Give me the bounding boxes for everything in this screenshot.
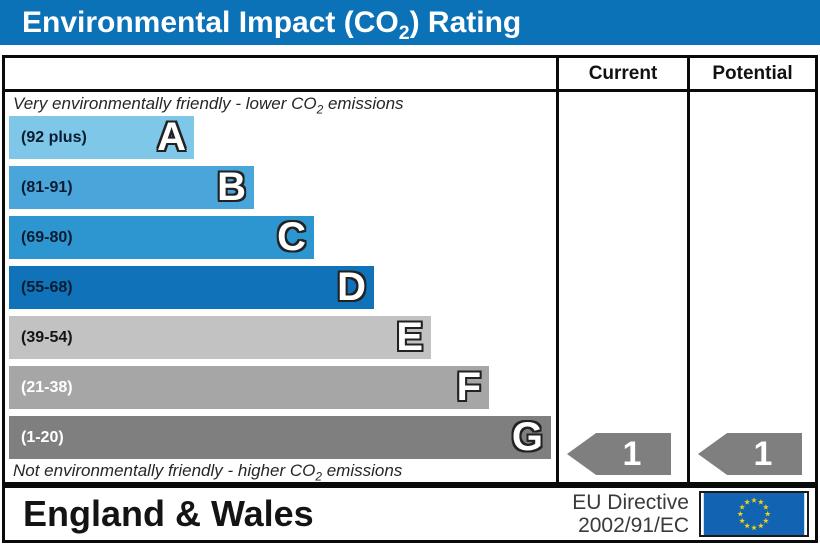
header-row-divider <box>5 89 815 92</box>
band-e-letter: E <box>396 315 423 359</box>
band-g: (1-20) G <box>9 416 551 459</box>
bottom-note: Not environmentally friendly - higher CO… <box>13 461 403 484</box>
potential-column-header: Potential <box>712 63 793 84</box>
band-d-range: (55-68) <box>21 278 73 296</box>
eu-directive-label: EU Directive 2002/91/EC <box>572 491 689 537</box>
rating-table: Current Potential Very environmentally f… <box>2 55 818 485</box>
current-column-header: Current <box>588 63 658 84</box>
band-d-letter: D <box>337 265 366 309</box>
band-c-range: (69-80) <box>21 228 73 246</box>
band-g-range: (1-20) <box>21 428 64 446</box>
footer-bar: England & Wales EU Directive 2002/91/EC <box>2 485 818 543</box>
region-label: England & Wales <box>23 493 314 534</box>
band-d: (55-68) D <box>9 266 374 309</box>
band-e: (39-54) E <box>9 316 431 359</box>
band-b: (81-91) B <box>9 166 254 209</box>
eu-flag-icon <box>699 491 809 537</box>
band-c-letter: C <box>277 215 306 259</box>
band-g-letter: G <box>511 415 543 459</box>
current-rating-cell: 1 <box>559 92 687 482</box>
chart-title-bar: Environmental Impact (CO2) Rating <box>0 0 820 45</box>
band-b-range: (81-91) <box>21 178 73 196</box>
band-f-range: (21-38) <box>21 378 73 396</box>
band-a-letter: A <box>157 115 186 159</box>
eu-directive-line2: 2002/91/EC <box>578 514 689 537</box>
top-note: Very environmentally friendly - lower CO… <box>13 94 404 117</box>
chart-title: Environmental Impact (CO2) Rating <box>22 6 522 44</box>
current-column-divider <box>556 58 559 482</box>
band-a-range: (92 plus) <box>21 128 87 146</box>
potential-rating-arrow: 1 <box>698 433 802 475</box>
potential-rating-value: 1 <box>753 435 773 473</box>
current-rating-arrow: 1 <box>567 433 671 475</box>
band-f-letter: F <box>456 365 481 409</box>
band-a: (92 plus) A <box>9 116 194 159</box>
band-f: (21-38) F <box>9 366 489 409</box>
band-chart-area: Very environmentally friendly - lower CO… <box>5 92 556 484</box>
current-rating-value: 1 <box>622 435 642 473</box>
band-e-range: (39-54) <box>21 328 73 346</box>
potential-column-divider <box>687 58 690 482</box>
eu-directive-line1: EU Directive <box>572 491 689 514</box>
band-b-letter: B <box>217 165 246 209</box>
band-c: (69-80) C <box>9 216 314 259</box>
potential-rating-cell: 1 <box>690 92 815 482</box>
